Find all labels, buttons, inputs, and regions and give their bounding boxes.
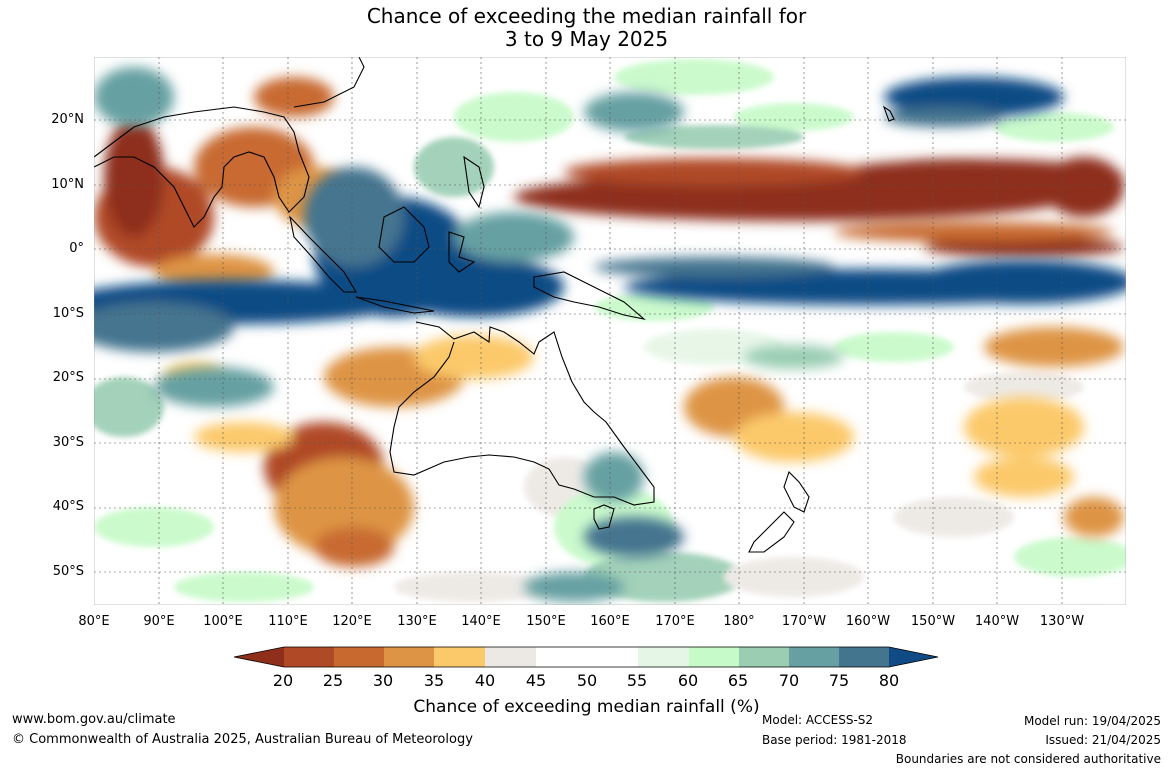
wet-regions — [94, 67, 1126, 602]
colorbar-bin-30-35 — [384, 647, 434, 667]
lat-label-30s: 30°S — [52, 435, 84, 450]
colorbar-bin-65-70 — [739, 647, 789, 667]
dry-regions — [94, 77, 1124, 567]
rainfall-probability-map — [94, 57, 1126, 605]
lat-label-0: 0° — [69, 241, 84, 256]
lon-label-160e: 160°E — [590, 614, 630, 629]
chart-title-line1: Chance of exceeding the median rainfall … — [366, 4, 807, 28]
footer-disclaimer: Boundaries are not considered authoritat… — [895, 752, 1161, 766]
colorbar-bin-55-60 — [638, 647, 689, 667]
graticule — [94, 57, 1126, 605]
lat-label-50s: 50°S — [52, 564, 84, 579]
lat-label-40s: 40°S — [52, 499, 84, 514]
colorbar-bin-45-50 — [536, 647, 587, 667]
colorbar-lower-extend — [234, 647, 284, 667]
footer-model: Model: ACCESS-S2 — [762, 713, 874, 727]
colorbar-label: Chance of exceeding median rainfall (%) — [413, 697, 760, 717]
lon-label-150w: 150°W — [910, 614, 956, 629]
lon-label-130w: 130°W — [1039, 614, 1085, 629]
colorbar-tick-30: 30 — [372, 671, 394, 690]
chart-title-line2: 3 to 9 May 2025 — [504, 27, 669, 51]
lon-label-130e: 130°E — [397, 614, 437, 629]
colorbar-tick-35: 35 — [423, 671, 445, 690]
colorbar-tick-55: 55 — [626, 671, 648, 690]
colorbar-tick-80: 80 — [878, 671, 900, 690]
footer-copyright: © Commonwealth of Australia 2025, Austra… — [12, 732, 473, 747]
colorbar — [233, 646, 939, 668]
lat-label-10s: 10°S — [52, 306, 84, 321]
lat-label-20s: 20°S — [52, 370, 84, 385]
footer-url[interactable]: www.bom.gov.au/climate — [12, 712, 176, 727]
lon-label-170e: 170°E — [655, 614, 695, 629]
colorbar-tick-60: 60 — [677, 671, 699, 690]
lon-label-140w: 140°W — [974, 614, 1020, 629]
colorbar-tick-40: 40 — [474, 671, 496, 690]
lon-label-80e: 80°E — [78, 614, 110, 629]
footer-base-period: Base period: 1981-2018 — [762, 733, 907, 747]
lon-label-150e: 150°E — [526, 614, 566, 629]
lon-label-120e: 120°E — [332, 614, 372, 629]
lon-label-100e: 100°E — [203, 614, 243, 629]
lon-label-180: 180° — [723, 614, 755, 629]
colorbar-tick-50: 50 — [576, 671, 598, 690]
colorbar-tick-45: 45 — [525, 671, 547, 690]
colorbar-tick-20: 20 — [272, 671, 294, 690]
footer-issued: Issued: 21/04/2025 — [1045, 733, 1161, 747]
lon-label-110e: 110°E — [268, 614, 308, 629]
footer-model-run: Model run: 19/04/2025 — [1023, 714, 1161, 728]
colorbar-bin-60-65 — [689, 647, 739, 667]
lon-label-140e: 140°E — [461, 614, 501, 629]
lon-label-160w: 160°W — [845, 614, 891, 629]
lon-label-90e: 90°E — [143, 614, 175, 629]
lat-label-10n: 10°N — [51, 177, 84, 192]
colorbar-bin-20-25 — [284, 647, 334, 667]
colorbar-tick-65: 65 — [727, 671, 749, 690]
colorbar-bin-40-45 — [485, 647, 536, 667]
colorbar-bin-50-55 — [587, 647, 638, 667]
colorbar-upper-extend — [889, 647, 938, 667]
colorbar-bin-25-30 — [334, 647, 384, 667]
lat-label-20n: 20°N — [51, 112, 84, 127]
coastlines — [94, 57, 895, 553]
colorbar-bin-35-40 — [434, 647, 485, 667]
colorbar-bin-70-75 — [789, 647, 839, 667]
colorbar-tick-25: 25 — [322, 671, 344, 690]
lon-label-170w: 170°W — [781, 614, 827, 629]
colorbar-tick-75: 75 — [828, 671, 850, 690]
colorbar-bin-75-80 — [839, 647, 889, 667]
colorbar-tick-70: 70 — [778, 671, 800, 690]
